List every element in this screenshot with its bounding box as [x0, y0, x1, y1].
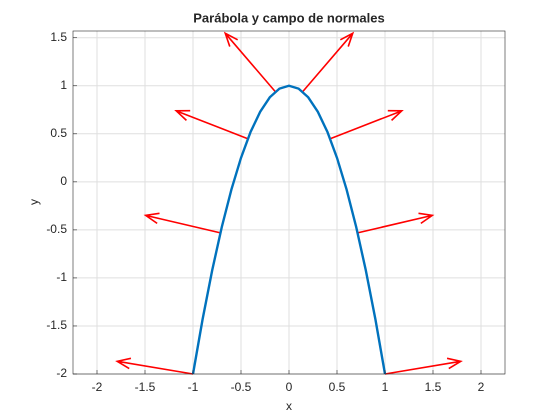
x-tick-label: 2 [478, 380, 485, 394]
y-tick-label: -0.5 [46, 222, 67, 236]
x-axis-label: x [286, 399, 292, 413]
parabola [191, 84, 387, 375]
y-tick-label: 1 [60, 78, 67, 92]
marks [115, 31, 463, 375]
y-axis-label: y [27, 199, 41, 205]
normal-arrow [143, 212, 221, 234]
normal-arrow [384, 357, 463, 375]
normal-arrow [223, 31, 276, 93]
x-tick-label: -0.5 [231, 380, 252, 394]
x-tick-label: 0.5 [329, 380, 346, 394]
normal-arrow [302, 31, 355, 93]
y-tick-label: 0 [60, 174, 67, 188]
normal-arrow [174, 109, 249, 140]
x-tick-label: 1 [382, 380, 389, 394]
x-tick-label: -1 [188, 380, 199, 394]
chart-title: Parábola y campo de normales [193, 10, 384, 25]
normal-arrow [115, 357, 194, 375]
x-tick-label: -2 [92, 380, 103, 394]
y-tick-label: -2 [56, 366, 67, 380]
y-tick-label: -1 [56, 270, 67, 284]
normal-arrow [357, 212, 435, 234]
x-tick-label: -1.5 [135, 380, 156, 394]
normal-arrow [329, 109, 404, 140]
x-tick-label: 0 [286, 380, 293, 394]
y-tick-label: -1.5 [46, 318, 67, 332]
y-tick-label: 0.5 [50, 126, 67, 140]
y-tick-label: 1.5 [50, 30, 67, 44]
x-tick-label: 1.5 [425, 380, 442, 394]
